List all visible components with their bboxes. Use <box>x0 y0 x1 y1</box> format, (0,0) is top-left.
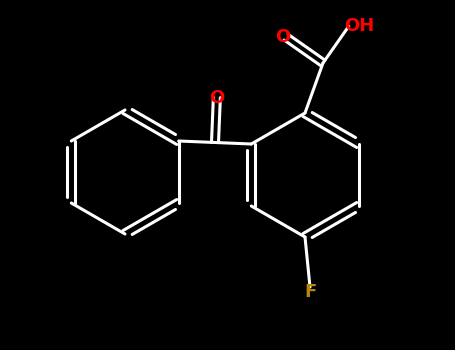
Text: F: F <box>304 283 316 301</box>
Text: O: O <box>276 28 291 46</box>
Text: O: O <box>209 89 224 106</box>
Text: OH: OH <box>344 17 374 35</box>
